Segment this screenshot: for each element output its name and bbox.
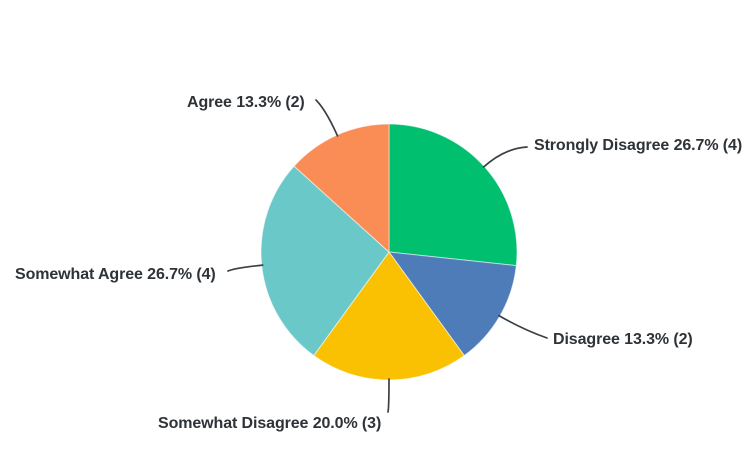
slice-label-disagree: Disagree 13.3% (2) xyxy=(553,331,693,348)
leader-line-strongly-disagree xyxy=(482,146,528,168)
leader-line-agree xyxy=(315,99,339,137)
slice-label-somewhat-disagree: Somewhat Disagree 20.0% (3) xyxy=(158,415,382,432)
slice-label-strongly-disagree: Strongly Disagree 26.7% (4) xyxy=(534,137,743,154)
slice-label-somewhat-agree: Somewhat Agree 26.7% (4) xyxy=(15,266,216,283)
leader-line-somewhat-disagree xyxy=(387,378,390,413)
leader-line-somewhat-agree xyxy=(227,264,264,272)
pie-slice-strongly-disagree xyxy=(388,123,518,267)
slice-label-agree: Agree 13.3% (2) xyxy=(187,94,305,111)
leader-line-disagree xyxy=(498,314,548,339)
